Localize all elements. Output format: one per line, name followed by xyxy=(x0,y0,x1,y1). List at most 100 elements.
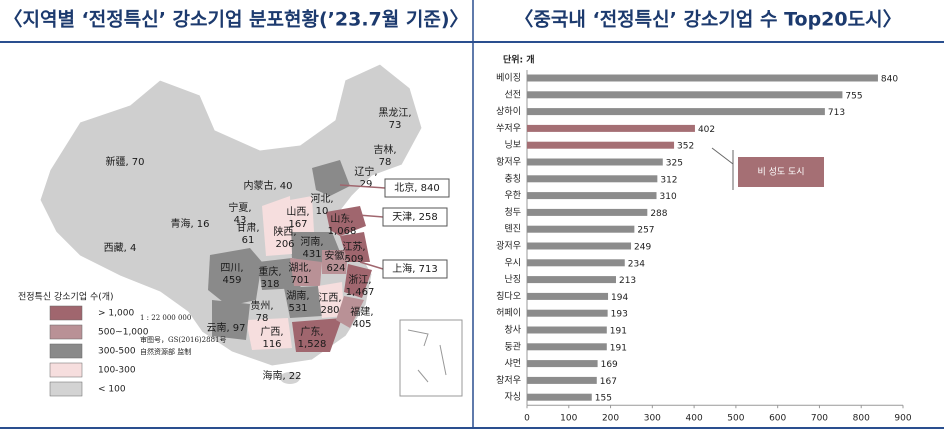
map-label: 辽宁, xyxy=(354,165,377,178)
map-label: 531 xyxy=(288,303,307,314)
y-tick-label: 선전 xyxy=(504,89,521,100)
y-tick-label: 샤먼 xyxy=(504,358,521,369)
region-dark xyxy=(344,264,372,298)
inset-box xyxy=(399,319,463,397)
map-label: 61 xyxy=(242,235,255,246)
value-label: 352 xyxy=(677,142,694,152)
value-label: 713 xyxy=(828,108,845,118)
value-label: 249 xyxy=(634,243,651,253)
y-tick-label: 닝보 xyxy=(504,140,521,151)
unit-label: 단위: 개 xyxy=(503,54,535,66)
legend-label: < 100 xyxy=(98,385,126,395)
annotation-text: 비 성도 도시 xyxy=(757,167,804,178)
value-label: 191 xyxy=(610,327,627,337)
legend-swatch xyxy=(49,324,83,340)
callout-arrow xyxy=(339,184,386,189)
bar xyxy=(527,309,608,317)
map-label: 新疆, 70 xyxy=(105,155,144,168)
callout-arrow xyxy=(344,213,384,218)
region-pink xyxy=(318,282,344,318)
callout-label: 北京, 840 xyxy=(394,181,439,194)
value-label: 191 xyxy=(610,343,627,353)
legend-swatch xyxy=(49,305,83,321)
y-tick-label: 베이징 xyxy=(496,73,521,84)
map-note: 审图号，GS(2016)2881号 xyxy=(140,335,226,344)
map-note: 自然资源部 监制 xyxy=(140,347,191,356)
chart-title: 〈중국내 ‘전정특신’ 강소기업 수 Top20도시〉 xyxy=(514,8,901,31)
map-label: 280 xyxy=(320,305,339,316)
region-pink xyxy=(262,196,292,256)
value-label: 167 xyxy=(600,377,617,387)
legend-swatch xyxy=(49,343,83,359)
region-dark xyxy=(292,318,342,352)
region-dark xyxy=(326,206,366,236)
region-mid xyxy=(290,258,322,286)
region-mid xyxy=(336,296,364,328)
value-label: 169 xyxy=(601,360,618,370)
map-label: 山西, xyxy=(286,206,309,218)
bar xyxy=(527,393,592,401)
map-label: 湖北, xyxy=(288,262,311,274)
map-label: 509 xyxy=(344,254,363,265)
bar xyxy=(527,158,663,166)
annotation-pointer xyxy=(711,147,734,165)
legend-label: 500~1,000 xyxy=(98,328,149,338)
x-tick-label: 400 xyxy=(686,414,703,424)
bar xyxy=(527,141,675,149)
y-tick-label: 난징 xyxy=(504,274,521,285)
map-label: 624 xyxy=(326,263,345,274)
map-label: 贵州, xyxy=(250,299,273,312)
x-tick-label: 300 xyxy=(644,414,661,424)
value-label: 257 xyxy=(637,226,654,236)
value-label: 194 xyxy=(611,293,628,303)
value-label: 213 xyxy=(619,276,636,286)
callout-box xyxy=(382,207,448,227)
map-label: 浙江, xyxy=(348,274,371,286)
callout-label: 天津, 258 xyxy=(392,211,437,223)
map-label: 黑龙江, xyxy=(378,106,411,119)
map xyxy=(39,63,463,397)
y-tick-label: 창저우 xyxy=(496,375,521,386)
y-tick-label: 자싱 xyxy=(504,392,521,403)
callout-arrow xyxy=(359,261,384,270)
map-label: 陕西, xyxy=(273,225,296,238)
map-label: 山东, xyxy=(330,212,353,225)
value-label: 402 xyxy=(698,125,715,135)
map-label: 29 xyxy=(360,179,373,190)
legend-label: 100-300 xyxy=(98,366,136,376)
map-label: 43 xyxy=(234,215,247,226)
map-label: 78 xyxy=(256,313,269,324)
y-tick-label: 광저우 xyxy=(496,240,521,252)
value-label: 310 xyxy=(660,192,677,202)
y-tick-label: 충칭 xyxy=(504,173,521,184)
value-label: 155 xyxy=(595,394,612,404)
map-label: 湖南, xyxy=(286,289,309,302)
map-label: 重庆, xyxy=(258,265,281,278)
value-label: 193 xyxy=(611,310,628,320)
map-label: 459 xyxy=(222,275,241,286)
map-label: 10 xyxy=(316,206,329,217)
x-tick-label: 800 xyxy=(853,414,870,424)
map-label: 西藏, 4 xyxy=(104,242,137,254)
map-label: 宁夏, xyxy=(228,201,251,214)
bar xyxy=(527,74,878,82)
x-tick-label: 200 xyxy=(602,414,619,424)
y-tick-label: 둥관 xyxy=(504,341,521,352)
bar xyxy=(527,91,843,99)
callout-label: 上海, 713 xyxy=(392,262,437,275)
map-label: 431 xyxy=(302,249,321,260)
map-label: 广东, xyxy=(300,325,323,338)
value-label: 312 xyxy=(660,175,677,185)
map-label: 云南, 97 xyxy=(206,321,245,334)
y-tick-label: 창사 xyxy=(504,325,521,336)
x-tick-label: 100 xyxy=(560,414,577,424)
x-tick-label: 700 xyxy=(811,414,828,424)
x-tick-label: 0 xyxy=(524,414,530,424)
legend-title: 전정특신 강소기업 수(개) xyxy=(18,292,114,303)
legend-label: > 1,000 xyxy=(98,309,134,319)
map-label: 1,068 xyxy=(328,226,357,237)
region-gray xyxy=(208,248,262,306)
y-tick-label: 항저우 xyxy=(496,157,521,168)
region-pink xyxy=(290,196,314,232)
